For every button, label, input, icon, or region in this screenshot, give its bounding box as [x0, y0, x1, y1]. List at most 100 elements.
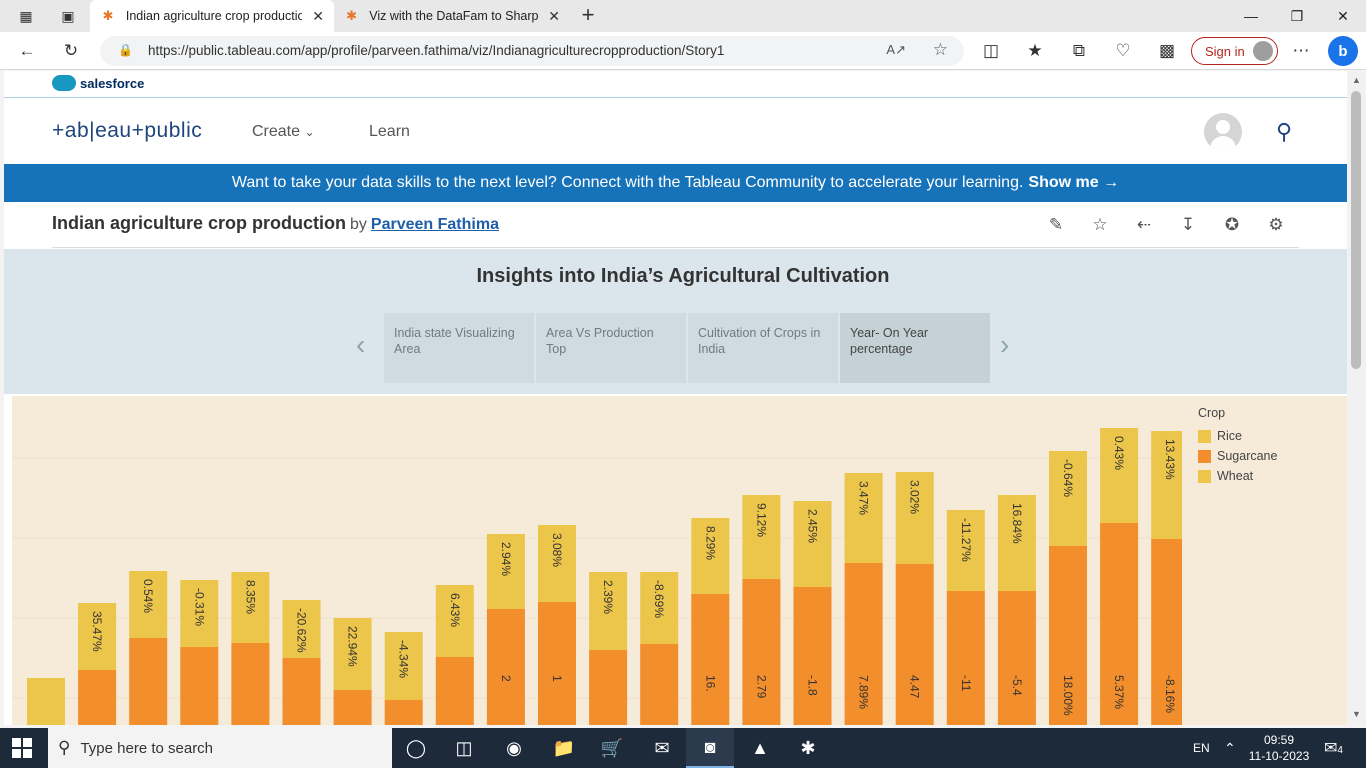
nav-create[interactable]: Create ⌄: [252, 123, 315, 141]
more-options-icon[interactable]: ⋯: [1292, 41, 1310, 60]
copilot-icon[interactable]: b: [1328, 36, 1358, 66]
data-label: 35.47%: [90, 611, 104, 652]
media-player-icon[interactable]: ◉: [506, 737, 522, 758]
scroll-up-icon[interactable]: ▲: [1352, 75, 1361, 85]
banner-text: Want to take your data skills to the nex…: [231, 174, 1024, 191]
chevron-up-icon[interactable]: ⌃: [1224, 739, 1236, 756]
data-label: -8.69%: [652, 580, 666, 618]
download-icon[interactable]: ↧: [1180, 215, 1196, 234]
extensions-icon[interactable]: ▩: [1158, 41, 1176, 60]
page-scrollbar[interactable]: ▲ ▼: [1348, 71, 1366, 725]
data-label: 3.08%: [550, 533, 564, 567]
refresh-icon[interactable]: ↻: [63, 41, 79, 60]
web-page: salesforce +ab|eau+public Create ⌄ Learn…: [4, 71, 1347, 725]
legend-item-sugarcane[interactable]: Sugarcane: [1198, 446, 1277, 466]
taskbar-search[interactable]: ⚲ Type here to search: [48, 728, 392, 768]
back-icon[interactable]: ←: [18, 41, 36, 60]
show-me-link[interactable]: Show me →: [1028, 174, 1120, 191]
tab-actions-icon[interactable]: ▣: [61, 7, 75, 24]
data-label: -5.4: [1010, 675, 1024, 696]
language-indicator[interactable]: EN: [1193, 741, 1210, 755]
browser-toolbar: ← ↻ 🔒 https://public.tableau.com/app/pro…: [0, 32, 1366, 70]
story-point-4[interactable]: Year- On Year percentage: [840, 313, 990, 383]
mail-icon[interactable]: ✉: [654, 737, 670, 758]
badge-icon[interactable]: ✪: [1224, 215, 1240, 234]
tab-title: Indian agriculture crop productio: [125, 9, 303, 23]
scroll-down-icon[interactable]: ▼: [1352, 709, 1361, 719]
legend-item-wheat[interactable]: Wheat: [1198, 466, 1277, 486]
bar-segment-rice: [435, 585, 474, 657]
bar-segment-sugarcane: [180, 647, 219, 725]
tableau-public-logo[interactable]: +ab|eau+public: [52, 119, 203, 142]
story-point-1[interactable]: India state Visualizing Area: [384, 313, 534, 383]
edge-browser-icon[interactable]: ◙: [686, 728, 734, 768]
file-explorer-icon[interactable]: 📁: [552, 737, 576, 758]
bar-segment-rice: [27, 678, 65, 725]
edit-viz-icon[interactable]: ✎: [1048, 215, 1064, 234]
tableau-icon: ✱: [102, 8, 114, 23]
split-screen-icon[interactable]: ◫: [982, 41, 1000, 60]
bar-segment-rice: [793, 501, 832, 587]
story-navigator: Insights into India’s Agricultural Culti…: [4, 249, 1347, 394]
notifications-icon[interactable]: ✉4: [1324, 740, 1343, 757]
taskbar: ⚲ Type here to search ◯ ◫ ◉ 📁 🛒 ✉ ◙ ▲ ✱ …: [0, 728, 1366, 768]
clock-time: 09:59: [1263, 733, 1295, 747]
nav-learn[interactable]: Learn: [369, 123, 410, 140]
scrollbar-thumb[interactable]: [1351, 91, 1361, 369]
data-label: 0.54%: [141, 579, 155, 613]
clock-date: 11-10-2023: [1248, 749, 1310, 763]
bar-segment-sugarcane: [640, 644, 679, 725]
settings-gear-icon[interactable]: ⚙: [1268, 215, 1284, 234]
clock[interactable]: 09:59 11-10-2023: [1248, 732, 1310, 764]
close-tab-icon[interactable]: ✕: [312, 7, 324, 24]
story-prev-arrow-icon[interactable]: ‹: [356, 329, 366, 360]
url-text[interactable]: https://public.tableau.com/app/profile/p…: [148, 43, 725, 58]
sign-in-button[interactable]: Sign in: [1191, 37, 1278, 65]
lock-icon[interactable]: 🔒: [118, 43, 133, 57]
tableau-app-icon[interactable]: ✱: [800, 737, 816, 758]
browser-essentials-icon[interactable]: ♡: [1115, 41, 1131, 60]
data-label: -11: [959, 675, 973, 692]
data-label: 2.79: [754, 675, 768, 699]
story-next-arrow-icon[interactable]: ›: [1000, 329, 1010, 360]
by-label: by: [350, 216, 367, 233]
salesforce-logo[interactable]: salesforce: [52, 75, 144, 91]
bar-segment-sugarcane: [997, 591, 1036, 725]
bar-segment-sugarcane: [231, 643, 270, 725]
data-label: 1: [550, 675, 564, 682]
story-point-3[interactable]: Cultivation of Crops in India: [688, 313, 838, 383]
collections-icon[interactable]: ⧉: [1072, 41, 1086, 60]
bar-segment-rice: [844, 473, 883, 563]
task-view-icon[interactable]: ◫: [455, 737, 473, 758]
share-icon[interactable]: ⇠: [1136, 215, 1152, 234]
search-icon[interactable]: ⚲: [1276, 119, 1293, 144]
sign-in-label: Sign in: [1205, 43, 1245, 59]
green-app-icon[interactable]: ▲: [751, 737, 769, 758]
data-label: -4.34%: [397, 640, 411, 678]
new-tab-button[interactable]: +: [581, 2, 595, 27]
favorite-icon[interactable]: ☆: [1092, 215, 1108, 234]
story-point-2[interactable]: Area Vs Production Top: [536, 313, 686, 383]
tab-viz-datafam[interactable]: ✱ Viz with the DataFam to Sharpen ✕: [334, 0, 570, 32]
data-label: 22.94%: [346, 626, 360, 667]
microsoft-store-icon[interactable]: 🛒: [600, 737, 624, 758]
favorites-icon[interactable]: ★: [1027, 41, 1043, 60]
data-label: -20.62%: [295, 608, 309, 653]
read-aloud-icon[interactable]: A↗: [886, 42, 906, 57]
restore-button[interactable]: ❐: [1290, 7, 1304, 24]
workspaces-icon[interactable]: ▦: [19, 7, 33, 24]
close-tab-icon[interactable]: ✕: [548, 7, 560, 24]
user-avatar-icon[interactable]: [1204, 113, 1242, 151]
favorite-star-icon[interactable]: ☆: [932, 40, 948, 59]
legend-item-rice[interactable]: Rice: [1198, 426, 1277, 446]
bar-segment-rice: [589, 572, 628, 650]
minimize-button[interactable]: —: [1244, 8, 1258, 24]
close-window-button[interactable]: ✕: [1337, 7, 1349, 24]
bar-segment-rice: [384, 632, 423, 700]
cortana-icon[interactable]: ◯: [405, 737, 427, 758]
windows-start-icon[interactable]: [12, 738, 32, 758]
browser-titlebar: ▦ ▣ ✱ Indian agriculture crop productio …: [0, 0, 1366, 32]
author-link[interactable]: Parveen Fathima: [370, 216, 499, 233]
address-bar[interactable]: 🔒 https://public.tableau.com/app/profile…: [100, 36, 964, 66]
tab-indian-agriculture[interactable]: ✱ Indian agriculture crop productio ✕: [90, 0, 334, 32]
